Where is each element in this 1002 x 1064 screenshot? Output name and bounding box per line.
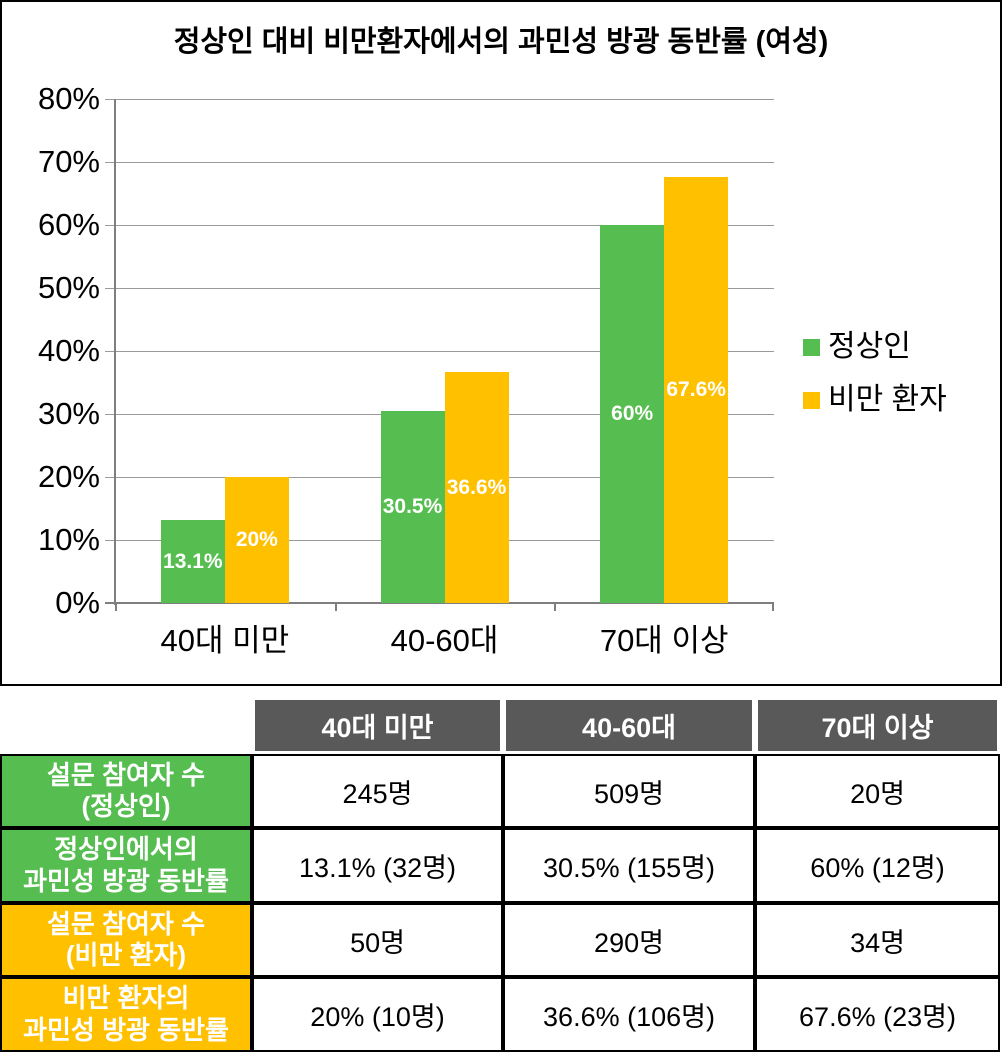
- table-cell: 60% (12명): [755, 828, 1000, 903]
- table-cell: 13.1% (32명): [252, 828, 503, 903]
- gridline: [105, 225, 774, 226]
- table-column-header: 40대 미만: [252, 697, 503, 754]
- bar-data-label: 67.6%: [666, 378, 726, 402]
- table-cell: 290명: [503, 903, 755, 977]
- table-corner-cell: [0, 697, 252, 754]
- table-cell: 20명: [755, 754, 1000, 828]
- bar-normal-1: 30.5%: [380, 410, 445, 603]
- gridline: [105, 288, 774, 289]
- plot-area: 13.1% 20% 30.5% 36.6% 60% 67.6%: [105, 99, 774, 611]
- x-axis-line: [105, 602, 774, 604]
- bar-chart: 정상인 대비 비만환자에서의 과민성 방광 동반률 (여성) 13.1% 20% 3…: [0, 0, 1002, 686]
- chart-title: 정상인 대비 비만환자에서의 과민성 방광 동반률 (여성): [173, 26, 829, 58]
- y-axis-line: [114, 99, 116, 605]
- y-axis-tick-label: 30%: [37, 396, 100, 431]
- table-column-header: 40-60대: [503, 697, 755, 754]
- table-row-header-oab-rate-normal: 정상인에서의 과민성 방광 동반률: [0, 828, 252, 903]
- legend-item: 정상인: [803, 331, 947, 363]
- bar-data-label: 13.1%: [163, 549, 223, 573]
- data-table: 40대 미만 40-60대 70대 이상 설문 참여자 수 (정상인) 245명…: [0, 697, 1000, 1052]
- legend-swatch-icon: [803, 391, 820, 409]
- gridline: [105, 162, 774, 163]
- table-cell: 509명: [503, 754, 755, 828]
- gridline: [105, 99, 774, 100]
- table-cell: 34명: [755, 903, 1000, 977]
- legend-label: 정상인: [828, 330, 911, 363]
- x-axis-tick: [554, 603, 557, 611]
- y-axis-tick-label: 0%: [55, 585, 100, 620]
- bar-data-label: 30.5%: [382, 494, 443, 518]
- bar-obese-2: 67.6%: [664, 177, 729, 603]
- table-cell: 245명: [252, 754, 503, 828]
- x-axis-tick: [772, 603, 774, 611]
- y-axis-tick-label: 40%: [37, 333, 100, 368]
- table-row-header-participants-obese: 설문 참여자 수 (비만 환자): [0, 903, 252, 977]
- legend-item: 비만 환자: [803, 384, 947, 416]
- bar-data-label: 36.6%: [446, 475, 507, 499]
- table-cell: 50명: [252, 903, 503, 977]
- x-axis-category-label: 40-60대: [390, 623, 499, 658]
- gridline: [105, 351, 774, 352]
- legend-swatch-icon: [803, 338, 820, 356]
- y-axis-tick-label: 60%: [37, 207, 100, 242]
- x-axis-tick: [334, 603, 337, 611]
- table-cell: 20% (10명): [252, 977, 503, 1052]
- bar-obese-1: 36.6%: [444, 372, 509, 603]
- bar-data-label: 20%: [235, 528, 278, 551]
- y-axis-tick-label: 80%: [37, 81, 100, 116]
- bar-normal-2: 60%: [600, 225, 665, 603]
- bar-data-label: 60%: [611, 402, 654, 425]
- x-axis-tick: [115, 603, 117, 611]
- x-axis-category-label: 40대 미만: [160, 623, 290, 658]
- legend-label: 비만 환자: [828, 383, 947, 416]
- table-row-header-oab-rate-obese: 비만 환자의 과민성 방광 동반률: [0, 977, 252, 1052]
- y-axis-tick-label: 10%: [37, 522, 100, 557]
- y-axis-tick-label: 70%: [37, 144, 100, 179]
- table-cell: 36.6% (106명): [503, 977, 755, 1052]
- table-cell: 67.6% (23명): [755, 977, 1000, 1052]
- table-cell: 30.5% (155명): [503, 828, 755, 903]
- x-axis-category-label: 70대 이상: [599, 623, 729, 658]
- table-row-header-participants-normal: 설문 참여자 수 (정상인): [0, 754, 252, 828]
- bar-normal-0: 13.1%: [160, 520, 225, 603]
- y-axis-tick-label: 50%: [37, 270, 100, 305]
- bar-obese-0: 20%: [224, 477, 289, 603]
- table-column-header: 70대 이상: [755, 697, 1000, 754]
- y-axis-tick-label: 20%: [37, 459, 100, 494]
